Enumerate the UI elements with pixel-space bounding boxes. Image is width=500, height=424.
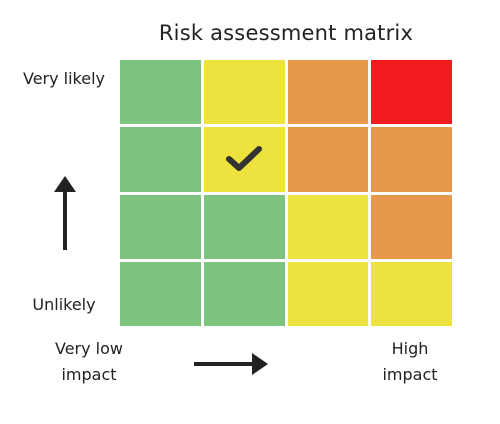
matrix-cell-yellow (203, 127, 285, 192)
matrix-cell-yellow (287, 194, 369, 259)
arrow-up-icon (54, 176, 76, 250)
matrix-cell-red (371, 60, 452, 125)
matrix-cell-green (120, 60, 201, 125)
matrix-cell-green (203, 261, 285, 326)
matrix-cell-green (120, 127, 201, 192)
matrix-cell-green (203, 194, 285, 259)
matrix-title: Risk assessment matrix (158, 21, 414, 45)
x-axis-right-label-line2: impact (382, 365, 438, 384)
matrix-cell-orange (287, 60, 369, 125)
checkmark-icon (226, 146, 263, 172)
y-axis-top-label: Very likely (22, 69, 106, 88)
risk-matrix (120, 60, 452, 326)
x-axis-right-label: High impact (360, 336, 460, 388)
x-axis-left-label-line2: impact (61, 365, 117, 384)
x-axis-left-label-line1: Very low (55, 339, 123, 358)
matrix-cell-orange (371, 127, 452, 192)
matrix-cell-orange (371, 194, 452, 259)
x-axis-left-label: Very low impact (34, 336, 144, 388)
matrix-cell-orange (287, 127, 369, 192)
matrix-cell-green (120, 194, 201, 259)
matrix-cell-yellow (371, 261, 452, 326)
arrow-right-icon (194, 353, 268, 375)
matrix-cell-yellow (287, 261, 369, 326)
matrix-cell-green (120, 261, 201, 326)
matrix-cell-yellow (203, 60, 285, 125)
x-axis-right-label-line1: High (391, 339, 429, 358)
y-axis-bottom-label: Unlikely (32, 295, 96, 314)
